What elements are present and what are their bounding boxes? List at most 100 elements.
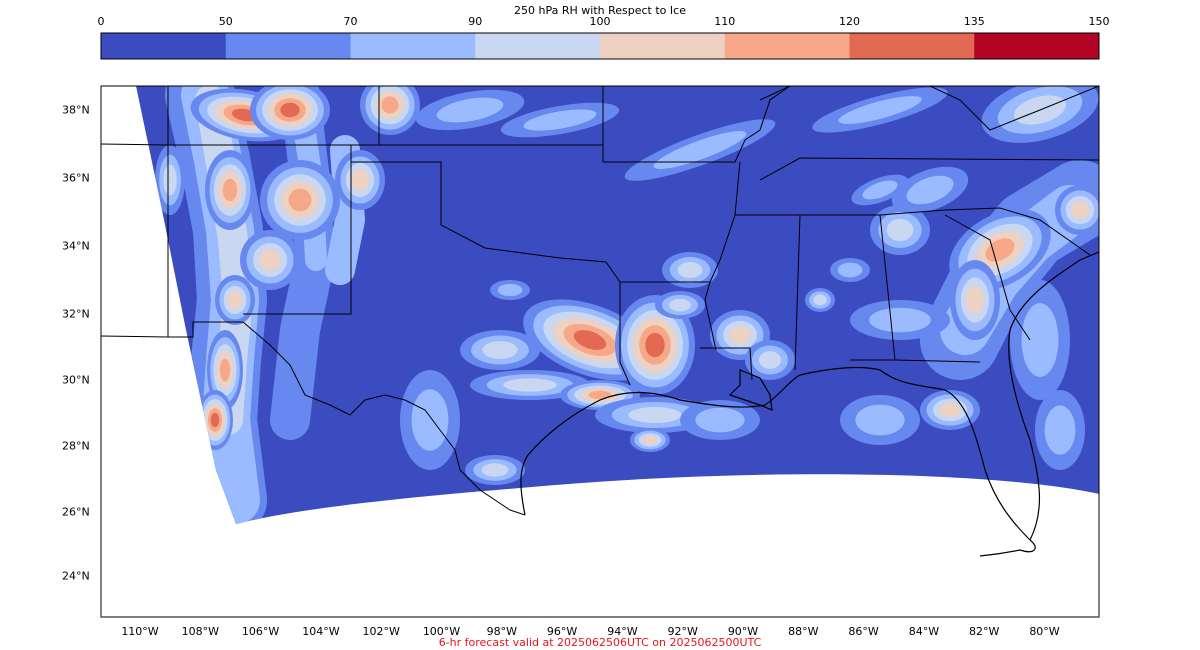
longitude-label: 100°W [422,625,461,638]
rh-contour [259,249,281,271]
longitude-label: 102°W [362,625,400,638]
state-border [879,207,1091,256]
colorbar-tick-label: 70 [343,15,358,28]
rh-contour [288,188,312,212]
colorbar-segment [974,33,1100,59]
longitude-label: 82°W [969,625,1000,638]
rh-contour [381,96,399,114]
rh-contour [1044,405,1076,455]
rh-contour [729,326,751,344]
colorbar-tick-label: 100 [589,15,611,28]
rh-contour [985,238,1015,262]
colorbar-segment [350,33,476,59]
rh-contour [939,403,961,417]
rh-contour [1021,303,1059,377]
rh-contour [837,262,863,278]
latitude-label: 30°N [62,373,90,387]
state-border [167,86,243,338]
rh-contour [163,164,177,196]
colorbar-frame [100,32,1100,60]
coastline [728,369,773,411]
rh-contour [523,109,597,131]
rh-contour [222,178,238,202]
colorbar-tick-label: 120 [839,15,860,28]
longitude-label: 104°W [302,625,340,638]
state-border [351,161,621,283]
state-border [603,86,791,163]
state-border [620,281,717,351]
state-border [700,347,753,381]
rh-contour [758,351,782,369]
rh-contour [219,358,231,382]
rh-contour [436,97,504,123]
map-frame [100,85,1100,618]
rh-contour [210,412,220,428]
longitude-label: 108°W [181,625,219,638]
colorbar-tick-label: 135 [963,15,985,28]
state-border [709,161,741,283]
latitude-label: 32°N [62,307,90,321]
longitude-label: 94°W [607,625,638,638]
state-border [759,86,791,101]
rh-contour [886,218,914,242]
colorbar-tick-label: 90 [468,15,483,28]
rh-contour [653,131,747,169]
colorbar-segment [101,33,227,59]
colorbar-tick-label: 0 [97,15,105,28]
state-border [619,282,631,386]
rh-contour [481,463,509,477]
longitude-label: 110°W [121,625,159,638]
state-border [242,321,526,516]
colorbar [100,32,1100,60]
rh-contour [588,390,612,400]
rh-contour [573,330,607,350]
rh-contour [643,435,657,445]
state-border [101,335,169,338]
rh-contour [668,298,692,312]
rh-contour [497,283,523,297]
rh-contour [503,378,557,392]
state-borders [101,86,1099,557]
rh-contour [862,180,898,200]
longitude-label: 106°W [241,625,280,638]
colorbar-segment [849,33,975,59]
coastline [1008,251,1099,541]
rh-contour [482,341,518,359]
state-border [101,143,169,146]
rh-contour [645,332,665,358]
colorbar-tick-label: 110 [714,15,736,28]
longitude-label: 98°W [486,625,517,638]
latitude-label: 36°N [62,171,90,185]
longitude-label: 90°W [727,625,759,638]
colorbar-title: 250 hPa RH with Respect to Ice [514,4,686,17]
rh-contour [869,307,931,333]
colorbar-tick-label: 150 [1088,15,1110,28]
latitude-label: 26°N [62,505,90,519]
state-border [759,157,1099,181]
rh-contour [677,262,703,278]
latitude-label: 34°N [62,239,90,253]
forecast-valid-text: 6-hr forecast valid at 2025062506UTC on … [438,636,762,649]
colorbar-segment [724,33,850,59]
rh-contour [280,102,300,118]
rh-contour [228,291,242,309]
rh-contour [813,294,827,306]
longitude-label: 84°W [908,625,940,638]
rh-contour [628,407,682,423]
longitude-label: 92°W [667,625,698,638]
latitude-label: 38°N [62,103,90,117]
colorbar-segment [475,33,601,59]
longitude-label: 80°W [1029,625,1060,638]
longitude-label: 96°W [546,625,578,638]
latitude-label: 28°N [62,439,90,453]
colorbar-segment [600,33,726,59]
rh-contour [966,286,984,314]
rh-contour [838,96,922,124]
rh-contour [351,169,369,191]
state-border [944,214,1031,341]
rh-contour [411,389,449,451]
